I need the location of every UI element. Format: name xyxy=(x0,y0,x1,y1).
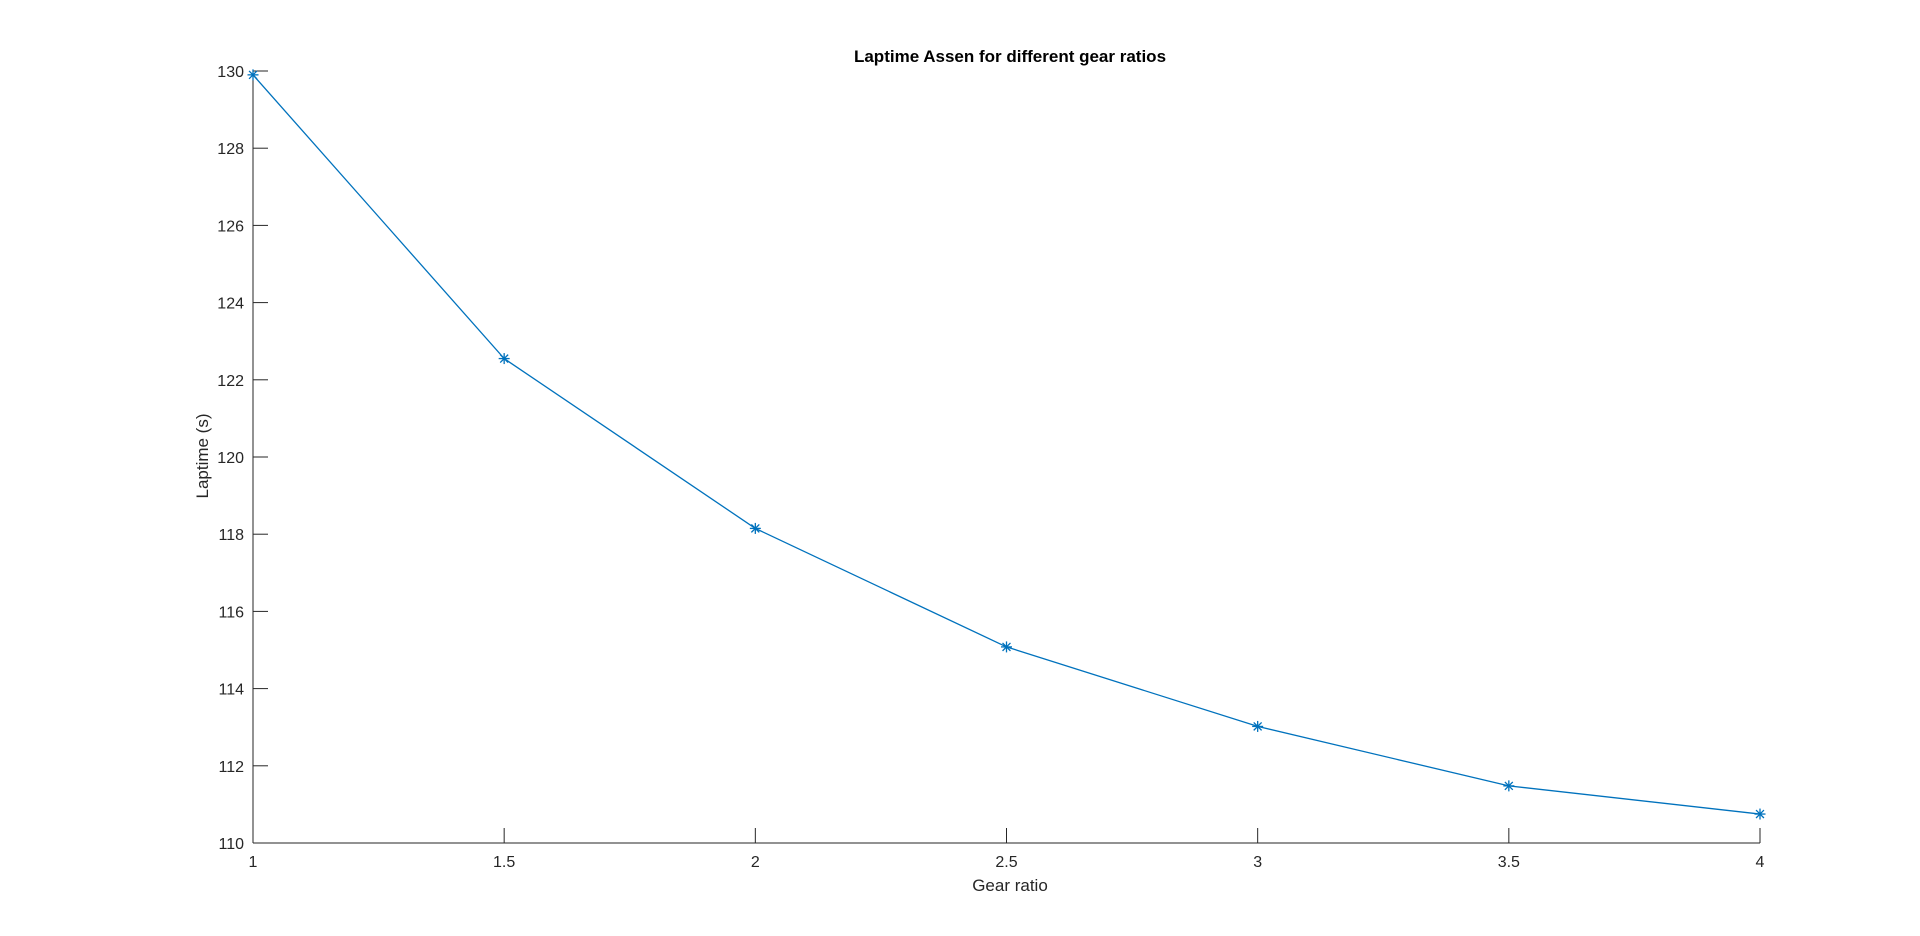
marker-stroke xyxy=(750,523,760,533)
y-tick-label: 110 xyxy=(218,836,244,853)
x-tick-label: 4 xyxy=(1756,854,1765,871)
y-tick-label: 126 xyxy=(217,218,244,235)
marker-stroke xyxy=(1002,642,1011,652)
y-tick-label: 118 xyxy=(218,527,244,544)
chart-title: Laptime Assen for different gear ratios xyxy=(854,47,1166,66)
y-tick-label: 128 xyxy=(217,141,244,158)
y-tick-label: 130 xyxy=(217,64,244,81)
data-point xyxy=(749,522,761,534)
y-tick-label: 116 xyxy=(218,604,244,621)
data-point xyxy=(247,69,259,81)
data-point xyxy=(1503,780,1515,792)
x-tick-label: 2 xyxy=(751,854,760,871)
marker-stroke xyxy=(1253,722,1263,731)
y-axis-label: Laptime (s) xyxy=(193,413,212,498)
x-axis-ticks: 1 1.5 2 2.5 3 3.5 4 xyxy=(249,828,1765,871)
series-line xyxy=(252,74,1761,815)
marker-stroke xyxy=(1504,781,1514,791)
data-point xyxy=(1252,720,1264,732)
data-point xyxy=(1754,808,1766,820)
y-tick-label: 112 xyxy=(218,759,244,776)
x-axis-label: Gear ratio xyxy=(972,876,1048,895)
y-axis-ticks: 110 112 114 116 118 120 122 124 126 128 130 xyxy=(217,64,268,853)
x-tick-label: 1 xyxy=(249,854,258,871)
data-point xyxy=(498,353,510,365)
y-tick-label: 120 xyxy=(217,450,244,467)
data-point xyxy=(1001,641,1012,653)
y-tick-label: 114 xyxy=(218,682,244,699)
y-tick-label: 124 xyxy=(217,296,244,313)
axes xyxy=(252,71,1760,844)
marker-stroke xyxy=(248,70,258,80)
marker-stroke xyxy=(499,354,509,363)
x-tick-label: 3 xyxy=(1253,854,1262,871)
x-tick-label: 1.5 xyxy=(493,854,515,871)
marker-stroke xyxy=(1755,809,1765,819)
series xyxy=(247,69,1766,820)
x-tick-label: 3.5 xyxy=(1498,854,1520,871)
x-tick-label: 2.5 xyxy=(995,854,1017,871)
y-tick-label: 122 xyxy=(217,373,244,390)
